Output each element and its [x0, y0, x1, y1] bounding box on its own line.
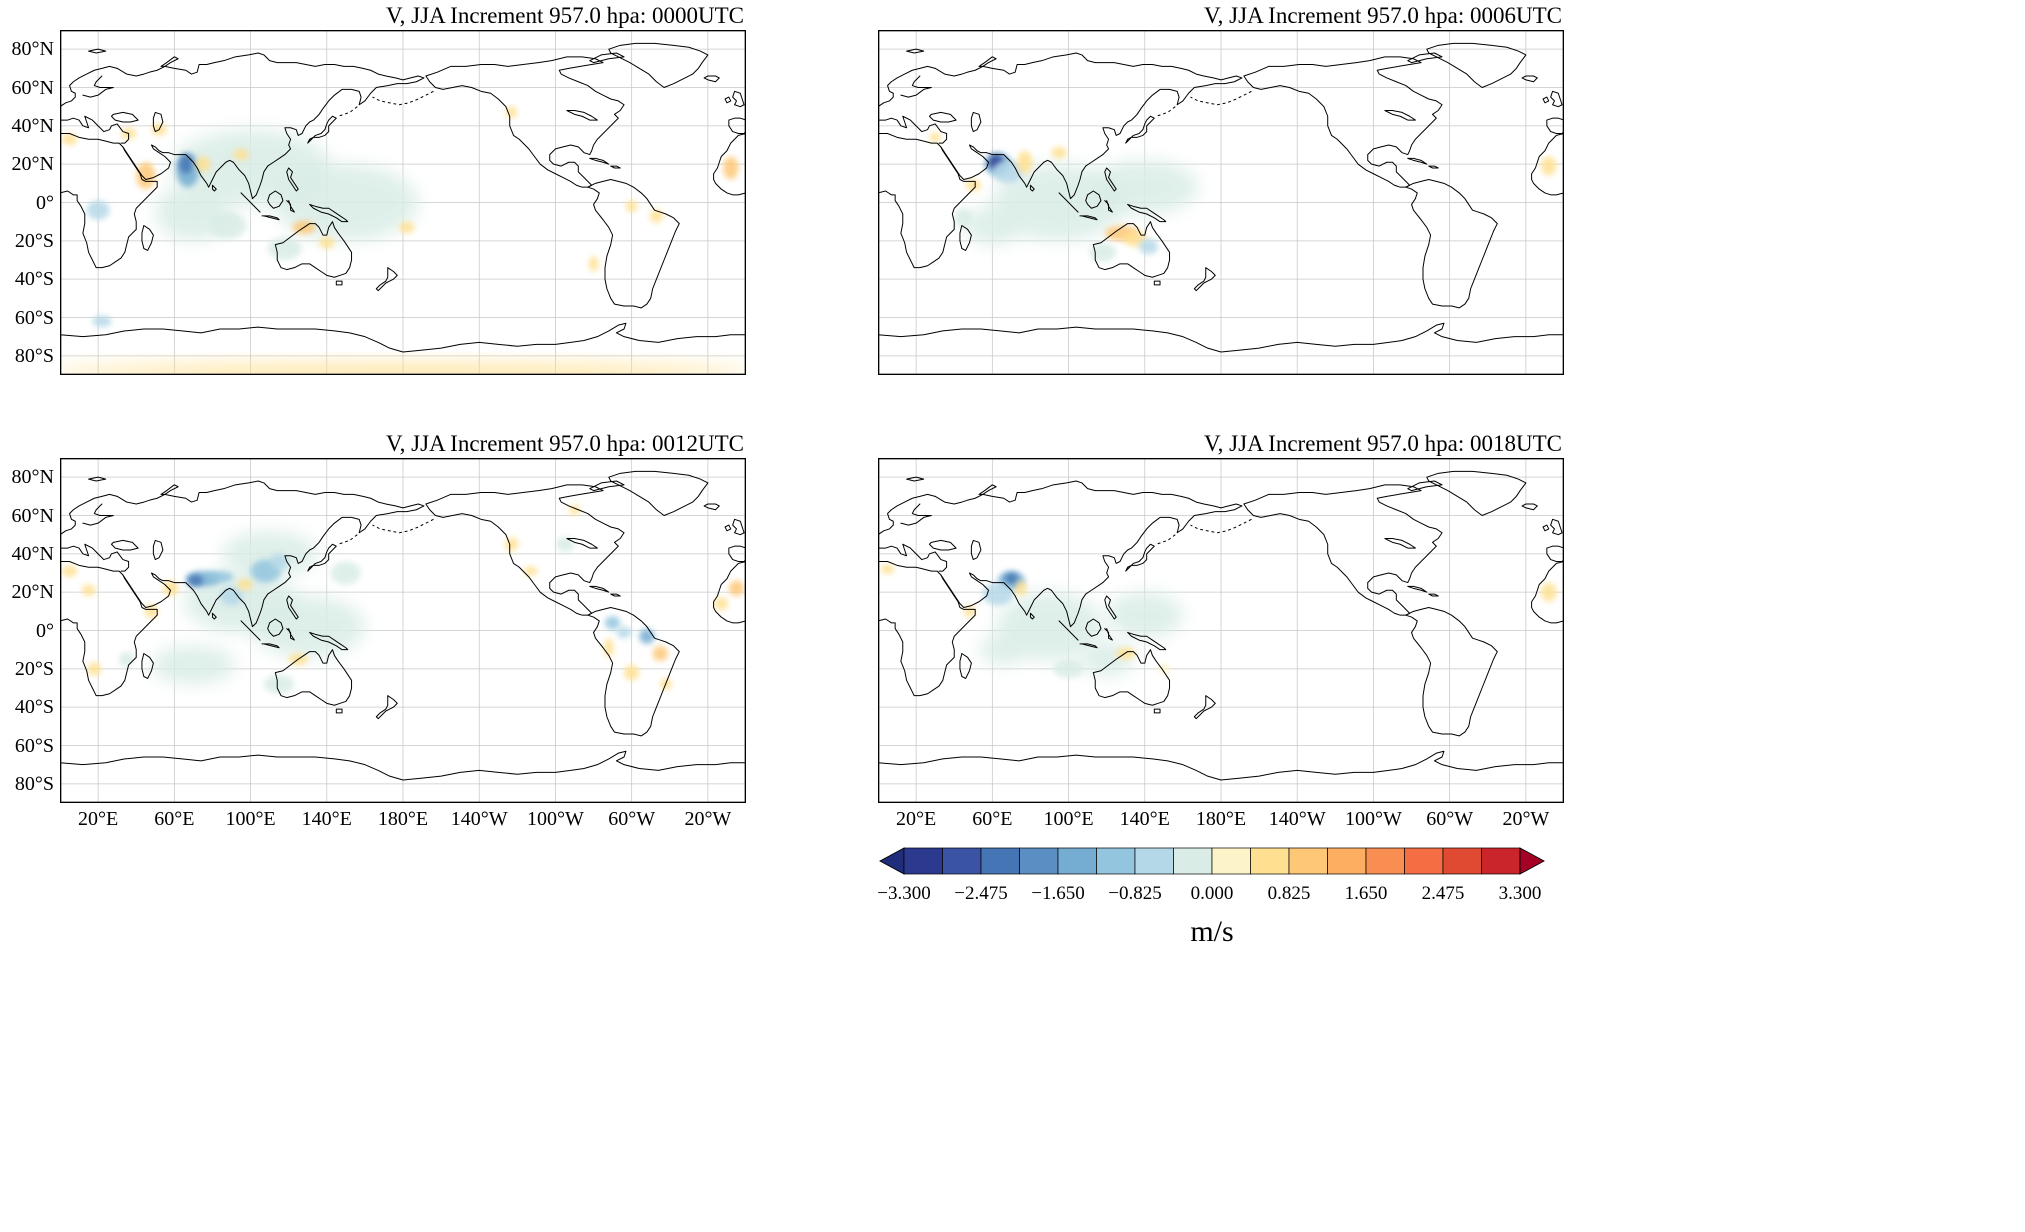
panel-0018utc: V, JJA Increment 957.0 hpa: 0018UTC 20°E 6… — [878, 430, 1564, 830]
map-frame — [60, 458, 746, 803]
lat-tick-label: 40°N — [11, 542, 54, 565]
lon-tick-label: 20°W — [684, 808, 732, 830]
lat-tick-label: 40°S — [14, 268, 54, 291]
lat-tick-label: 0° — [36, 191, 54, 214]
lat-tick-label: 20°N — [11, 153, 54, 176]
coastlines — [60, 470, 746, 781]
lat-tick-label: 20°N — [11, 581, 54, 604]
lat-tick-label: 20°S — [14, 657, 54, 680]
lon-tick-label: 180°E — [377, 808, 429, 830]
colorbar-unit-label: m/s — [1190, 915, 1234, 948]
lon-tick-label: 60°W — [1426, 808, 1474, 830]
lat-tick-label: 60°N — [11, 76, 54, 99]
lat-tick-label: 80°N — [11, 466, 54, 489]
lon-tick-label: 20°E — [896, 808, 937, 830]
colorbar-tick-label: −1.650 — [1031, 883, 1085, 904]
lon-tick-label: 140°E — [1119, 808, 1170, 830]
colorbar-right-arrow — [1519, 847, 1545, 875]
map-frame — [878, 458, 1564, 803]
lat-tick-label: 40°S — [14, 696, 54, 719]
lat-tick-label: 80°S — [14, 344, 54, 367]
colorbar-tick-label: −3.300 — [877, 883, 931, 904]
panel-0012utc: V, JJA Increment 957.0 hpa: 0012UTC 80°N 6… — [12, 430, 746, 830]
colorbar-tick-label: 1.650 — [1344, 883, 1388, 904]
coastlines — [60, 42, 746, 353]
lat-tick-label: 80°N — [11, 38, 54, 61]
colorbar-gradient — [879, 847, 1545, 875]
lon-tick-label: 100°E — [225, 808, 276, 830]
lat-tick-label: 60°S — [14, 306, 54, 329]
map-0006utc — [878, 30, 1564, 375]
map-frame — [60, 30, 746, 375]
lat-tick-label: 0° — [36, 619, 54, 642]
panel-title-0018utc: V, JJA Increment 957.0 hpa: 0018UTC — [1204, 431, 1562, 456]
lon-tick-label: 20°W — [1502, 808, 1550, 830]
map-0018utc — [878, 458, 1564, 803]
lon-tick-label: 100°W — [1345, 808, 1402, 830]
map-frame — [878, 30, 1564, 375]
colorbar: −3.300 −2.475 −1.650 −0.825 0.000 0.825 1.650 2… — [877, 846, 1546, 949]
colorbar-tick-labels: −3.300 −2.475 −1.650 −0.825 0.000 0.825 1.650 2… — [877, 883, 1546, 909]
lon-tick-label: 60°E — [972, 808, 1013, 830]
lon-tick-label: 180°E — [1195, 808, 1247, 830]
lon-tick-label: 60°W — [608, 808, 656, 830]
coastlines — [878, 470, 1564, 781]
colorbar-tick-label: −2.475 — [954, 883, 1008, 904]
panel-title-0000utc: V, JJA Increment 957.0 hpa: 0000UTC — [386, 3, 744, 28]
lat-tick-label: 80°S — [14, 772, 54, 795]
increment-shading — [929, 132, 1557, 262]
panel-title-0012utc: V, JJA Increment 957.0 hpa: 0012UTC — [386, 431, 744, 456]
lon-tick-label: 100°W — [527, 808, 584, 830]
lon-tick-label: 60°E — [154, 808, 195, 830]
colorbar-tick-label: 2.475 — [1421, 883, 1465, 904]
panel-0006utc: V, JJA Increment 957.0 hpa: 0006UTC — [878, 2, 1564, 375]
lon-tick-label: 100°E — [1043, 808, 1094, 830]
map-0000utc — [60, 30, 746, 375]
colorbar-tick-label: 0.000 — [1190, 883, 1234, 904]
lon-tick-label: 140°W — [450, 808, 508, 830]
colorbar-tick-label: −0.825 — [1108, 883, 1162, 904]
map-0012utc — [60, 458, 746, 803]
lat-tick-label: 20°S — [14, 229, 54, 252]
lon-tick-label: 140°W — [1268, 808, 1326, 830]
lon-tick-label: 140°E — [301, 808, 352, 830]
panel-0000utc: V, JJA Increment 957.0 hpa: 0000UTC 80°N 6… — [12, 2, 746, 375]
lat-tick-label: 40°N — [11, 114, 54, 137]
colorbar-tick-label: 0.825 — [1267, 883, 1311, 904]
colorbar-left-arrow — [879, 847, 905, 875]
lat-tick-label: 60°S — [14, 734, 54, 757]
lon-tick-label: 20°E — [78, 808, 119, 830]
panel-title-0006utc: V, JJA Increment 957.0 hpa: 0006UTC — [1204, 3, 1562, 28]
lat-tick-label: 60°N — [11, 504, 54, 527]
coastlines — [878, 42, 1564, 353]
colorbar-tick-label: 3.300 — [1498, 883, 1542, 904]
